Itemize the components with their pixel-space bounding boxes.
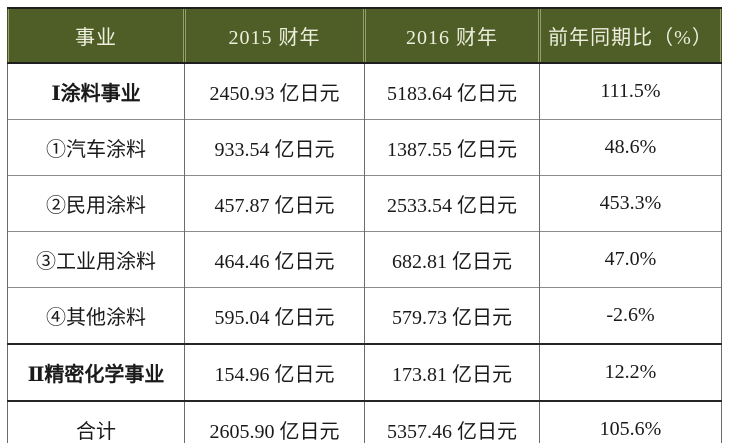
header-cell-fy2015: 2015 财年: [184, 8, 365, 64]
cell-fy2015-value: 464.46 亿日元: [184, 231, 365, 288]
cell-fy2016-value: 2533.54 亿日元: [364, 175, 540, 232]
cell-business-label: ②民用涂料: [7, 175, 185, 232]
cell-fy2016-value: 682.81 亿日元: [364, 231, 540, 288]
row-coatings-business: Ⅰ涂料事业 2450.93 亿日元 5183.64 亿日元 111.5%: [7, 62, 722, 120]
cell-yoy-value: 453.3%: [539, 175, 722, 232]
cell-business-label: Ⅱ精密化学事业: [7, 343, 185, 401]
cell-fy2016-value: 173.81 亿日元: [364, 343, 540, 401]
cell-fy2015-value: 2605.90 亿日元: [184, 400, 365, 443]
row-other-coatings: ④其他涂料 595.04 亿日元 579.73 亿日元 -2.6%: [7, 287, 722, 344]
row-consumer-coatings: ②民用涂料 457.87 亿日元 2533.54 亿日元 453.3%: [7, 175, 722, 232]
cell-fy2016-value: 5183.64 亿日元: [364, 62, 540, 120]
row-industrial-coatings: ③工业用涂料 464.46 亿日元 682.81 亿日元 47.0%: [7, 231, 722, 288]
cell-yoy-value: 105.6%: [539, 400, 722, 443]
cell-yoy-value: 47.0%: [539, 231, 722, 288]
cell-yoy-value: 48.6%: [539, 119, 722, 176]
cell-fy2015-value: 457.87 亿日元: [184, 175, 365, 232]
cell-fy2016-value: 579.73 亿日元: [364, 287, 540, 344]
header-cell-business: 事业: [7, 8, 185, 64]
cell-business-label: Ⅰ涂料事业: [7, 62, 185, 120]
header-cell-yoy-percent: 前年同期比（%）: [539, 8, 722, 64]
cell-yoy-value: -2.6%: [539, 287, 722, 344]
cell-business-label: ①汽车涂料: [7, 119, 185, 176]
cell-yoy-value: 111.5%: [539, 62, 722, 120]
cell-fy2015-value: 2450.93 亿日元: [184, 62, 365, 120]
row-auto-coatings: ①汽车涂料 933.54 亿日元 1387.55 亿日元 48.6%: [7, 119, 722, 176]
cell-business-label: ④其他涂料: [7, 287, 185, 344]
cell-fy2015-value: 933.54 亿日元: [184, 119, 365, 176]
table-header-row: 事业 2015 财年 2016 财年 前年同期比（%）: [7, 8, 722, 64]
cell-business-label: 合计: [7, 400, 185, 443]
cell-business-label: ③工业用涂料: [7, 231, 185, 288]
row-fine-chemicals-business: Ⅱ精密化学事业 154.96 亿日元 173.81 亿日元 12.2%: [7, 343, 722, 401]
cell-fy2016-value: 1387.55 亿日元: [364, 119, 540, 176]
cell-fy2015-value: 595.04 亿日元: [184, 287, 365, 344]
cell-fy2015-value: 154.96 亿日元: [184, 343, 365, 401]
header-cell-fy2016: 2016 财年: [364, 8, 540, 64]
cell-fy2016-value: 5357.46 亿日元: [364, 400, 540, 443]
row-total: 合计 2605.90 亿日元 5357.46 亿日元 105.6%: [7, 400, 722, 443]
cell-yoy-value: 12.2%: [539, 343, 722, 401]
business-results-table: 事业 2015 财年 2016 财年 前年同期比（%） Ⅰ涂料事业 2450.9…: [7, 7, 722, 443]
